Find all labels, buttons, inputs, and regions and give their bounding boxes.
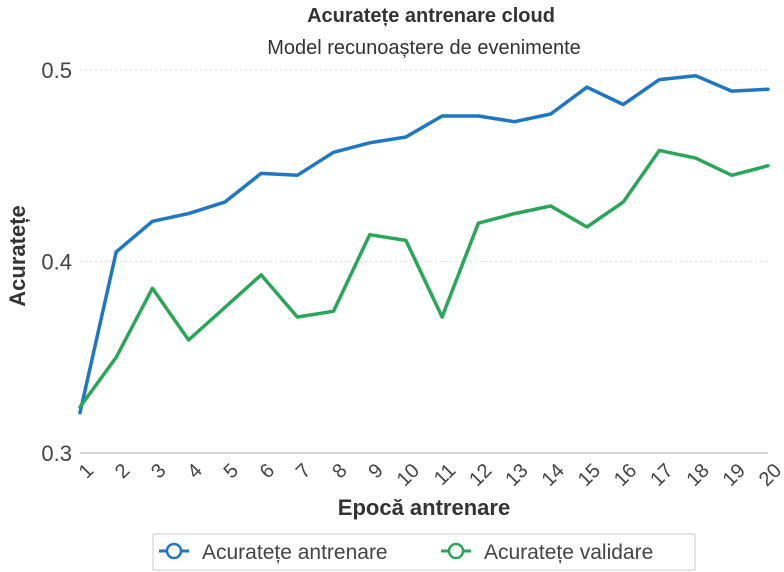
data-point[interactable] (584, 224, 590, 230)
data-point[interactable] (149, 218, 155, 224)
x-tick-label: 5 (220, 460, 243, 483)
series-line (78, 73, 770, 415)
x-tick-label: 15 (574, 460, 605, 491)
series-1 (77, 147, 771, 410)
data-point[interactable] (439, 113, 445, 119)
data-point[interactable] (113, 249, 119, 255)
data-point[interactable] (512, 119, 518, 125)
x-tick-label: 10 (393, 460, 424, 491)
data-point[interactable] (186, 337, 192, 343)
x-tick-label: 3 (147, 460, 170, 483)
data-point[interactable] (222, 304, 228, 310)
data-point[interactable] (620, 199, 626, 205)
x-tick-label: 17 (646, 460, 677, 491)
legend-swatch-marker (447, 542, 465, 560)
series-lines (77, 73, 771, 416)
data-point[interactable] (439, 314, 445, 320)
data-point[interactable] (77, 404, 83, 410)
x-tick-label: 18 (682, 460, 713, 491)
data-point[interactable] (186, 211, 192, 217)
y-axis-title: Acuratețe (5, 205, 30, 306)
x-tick-label: 4 (183, 460, 206, 483)
data-point[interactable] (765, 86, 771, 92)
x-tick-label: 2 (111, 460, 134, 483)
data-point[interactable] (258, 170, 264, 176)
data-point[interactable] (222, 199, 228, 205)
legend: Acuratețe antrenare Acuratețe validare (152, 533, 696, 571)
x-tick-label: 1 (75, 460, 98, 483)
x-tick-label: 12 (465, 460, 496, 491)
data-point[interactable] (403, 237, 409, 243)
data-point[interactable] (113, 354, 119, 360)
x-tick-label: 8 (328, 460, 351, 483)
data-point[interactable] (149, 285, 155, 291)
gridlines (80, 69, 768, 454)
chart-subtitle: Model recunoaștere de evenimente (267, 37, 581, 59)
x-tick-label: 19 (719, 460, 750, 491)
legend-label: Acuratețe validare (484, 541, 653, 564)
data-point[interactable] (330, 308, 336, 314)
x-tick-label: 20 (755, 460, 784, 491)
x-tick-label: 11 (430, 460, 460, 490)
data-point[interactable] (729, 172, 735, 178)
data-point[interactable] (258, 272, 264, 278)
legend-item-0[interactable]: Acuratețe antrenare (159, 541, 388, 564)
x-tick-label: 16 (610, 460, 641, 491)
y-tick-label: 0.3 (41, 441, 72, 466)
data-point[interactable] (548, 111, 554, 117)
data-point[interactable] (294, 172, 300, 178)
y-tick-label: 0.4 (41, 250, 72, 275)
x-tick-label: 7 (292, 460, 315, 483)
data-point[interactable] (656, 147, 662, 153)
x-axis-title: Epocă antrenare (338, 495, 510, 520)
x-tick-label: 6 (256, 460, 279, 483)
legend-label: Acuratețe antrenare (202, 541, 388, 564)
x-tick-label: 9 (364, 460, 387, 483)
y-axis-ticks: 0.3 0.4 0.5 (41, 58, 72, 466)
legend-item-1[interactable]: Acuratețe validare (441, 541, 653, 564)
data-point[interactable] (403, 134, 409, 140)
chart-title: Acuratețe antrenare cloud (307, 5, 555, 27)
data-point[interactable] (512, 211, 518, 217)
data-point[interactable] (330, 149, 336, 155)
data-point[interactable] (294, 314, 300, 320)
data-point[interactable] (693, 73, 699, 79)
x-axis-ticks: 1 2 3 4 5 6 7 8 9 10 11 12 13 14 15 16 17 18 19 20 (75, 460, 784, 491)
series-0 (77, 73, 771, 416)
x-tick-label: 14 (538, 460, 569, 491)
data-point[interactable] (475, 220, 481, 226)
x-tick-label: 13 (501, 460, 532, 491)
data-point[interactable] (548, 203, 554, 209)
data-point[interactable] (367, 232, 373, 238)
data-point[interactable] (765, 163, 771, 169)
data-point[interactable] (367, 140, 373, 146)
data-point[interactable] (656, 77, 662, 83)
data-point[interactable] (475, 113, 481, 119)
data-point[interactable] (584, 84, 590, 90)
legend-box (152, 533, 696, 571)
data-point[interactable] (620, 101, 626, 107)
legend-swatch-marker (165, 542, 183, 560)
data-point[interactable] (77, 410, 83, 416)
y-tick-label: 0.5 (41, 58, 72, 83)
series-line (78, 148, 770, 409)
data-point[interactable] (693, 155, 699, 161)
data-point[interactable] (729, 88, 735, 94)
